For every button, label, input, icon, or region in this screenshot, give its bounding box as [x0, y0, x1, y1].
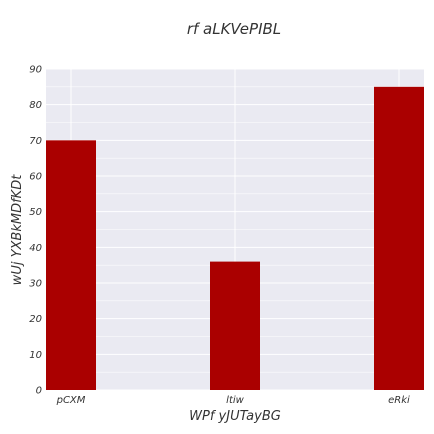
x-tick-label: eRki: [388, 395, 410, 406]
x-axis-ticks: pCXM ltiw eRki: [56, 395, 410, 406]
y-tick-label: 30: [29, 279, 42, 290]
y-tick-label: 10: [29, 350, 42, 361]
y-tick-label: 90: [29, 65, 42, 76]
y-tick-label: 60: [29, 172, 42, 183]
bar-eRki: [374, 87, 424, 390]
chart-title: rf aLKVePIBL: [187, 20, 281, 38]
bar-pCXM: [46, 140, 96, 390]
y-axis-ticks: 0 10 20 30 40 50 60 70 80 90: [29, 65, 42, 397]
y-axis-title: wUj YXBkMDfKDt: [10, 174, 25, 286]
y-tick-label: 40: [29, 243, 42, 254]
x-axis-title: WPf yJUTayBG: [189, 409, 281, 424]
x-tick-label: pCXM: [56, 395, 86, 406]
x-tick-label: ltiw: [226, 395, 244, 406]
y-tick-label: 50: [29, 207, 42, 218]
bar-ltiw: [210, 262, 260, 390]
y-tick-label: 20: [29, 314, 42, 325]
y-tick-label: 80: [29, 100, 42, 111]
y-tick-label: 0: [36, 386, 42, 397]
y-tick-label: 70: [29, 136, 42, 147]
